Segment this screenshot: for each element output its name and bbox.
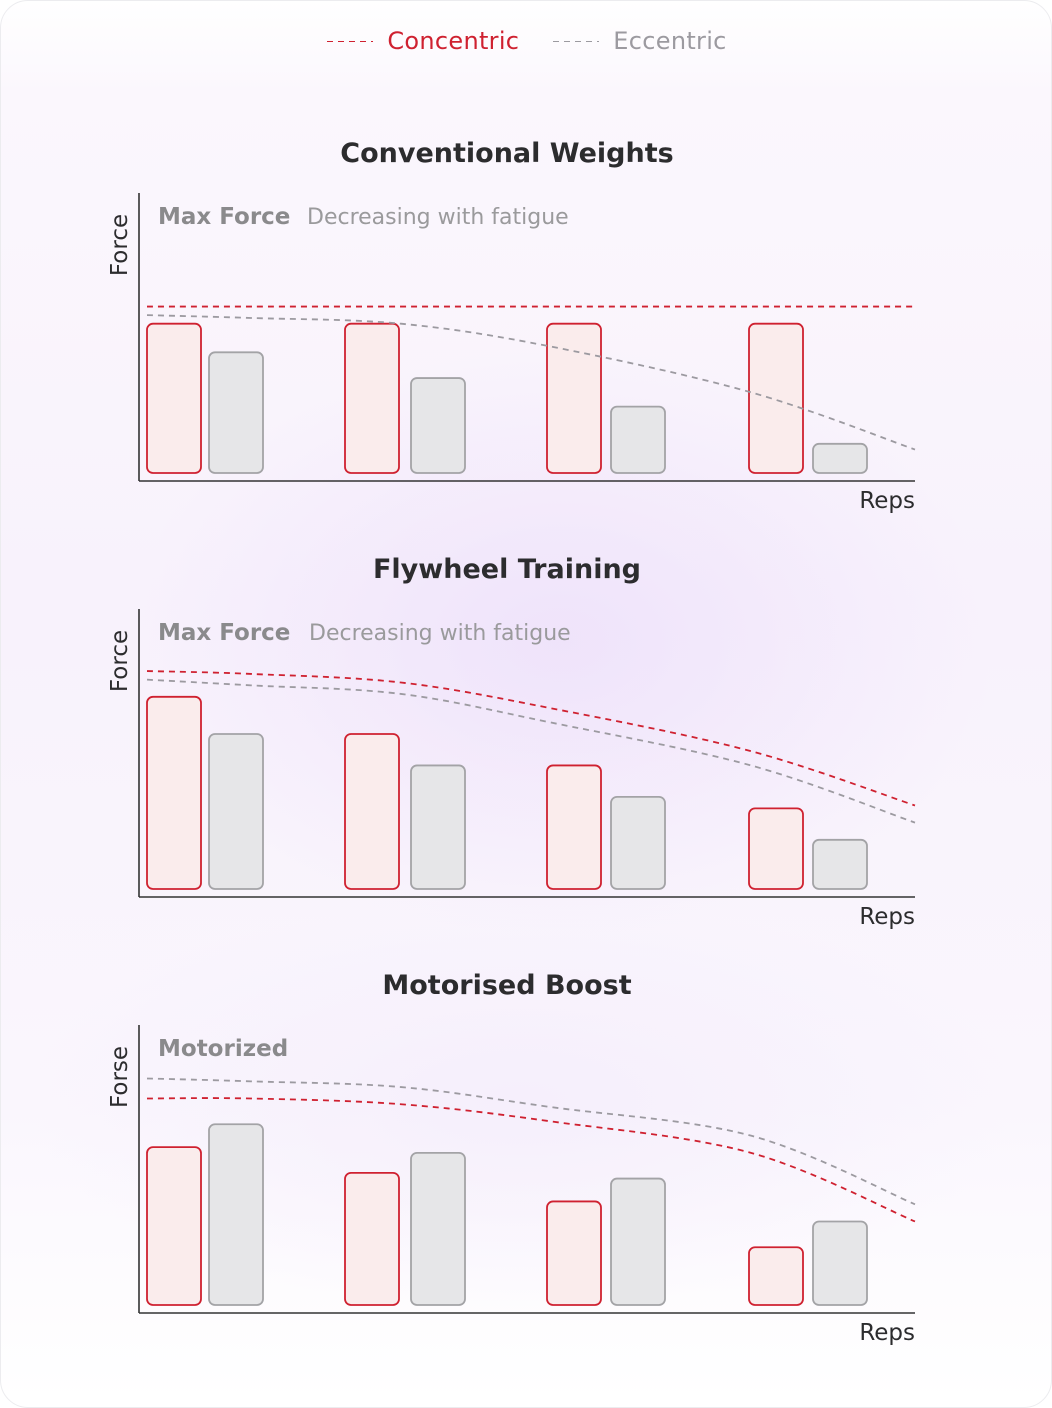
trend-line-eccentric xyxy=(146,1077,916,1206)
annotation-bold: Max Force xyxy=(158,204,290,230)
trend-line-eccentric xyxy=(146,314,916,451)
bar-concentric-rep-3 xyxy=(546,1200,602,1306)
trend-line-concentric xyxy=(146,1097,916,1223)
x-axis-label: Reps xyxy=(859,1320,915,1346)
bar-concentric-rep-1 xyxy=(146,695,202,890)
chart-title: Flywheel Training xyxy=(373,554,641,585)
bar-concentric-rep-3 xyxy=(546,764,602,890)
bar-eccentric-rep-4 xyxy=(812,838,868,890)
bar-eccentric-rep-2 xyxy=(410,377,466,474)
legend-label-concentric: Concentric xyxy=(387,27,520,55)
bar-eccentric-rep-2 xyxy=(410,764,466,890)
bar-eccentric-rep-1 xyxy=(208,351,264,474)
bar-concentric-rep-2 xyxy=(344,1171,400,1306)
chart-title: Motorised Boost xyxy=(382,970,631,1001)
bar-concentric-rep-2 xyxy=(344,322,400,474)
chart-panel-3: Motorised Boost Forse Reps Motorized xyxy=(107,970,916,1346)
bar-concentric-rep-4 xyxy=(748,322,804,474)
bar-eccentric-rep-1 xyxy=(208,733,264,890)
chart-panel-1: Conventional Weights Force Reps Max Force De… xyxy=(107,138,916,514)
bar-eccentric-rep-4 xyxy=(812,1220,868,1306)
chart-panel-2: Flywheel Training Force Reps Max Force Decre… xyxy=(107,554,916,930)
chart-title: Conventional Weights xyxy=(340,138,673,169)
bar-eccentric-rep-4 xyxy=(812,442,868,474)
bar-eccentric-rep-1 xyxy=(208,1123,264,1306)
annotation-bold: Max Force xyxy=(158,620,290,646)
bar-eccentric-rep-3 xyxy=(610,405,666,474)
bar-eccentric-rep-2 xyxy=(410,1151,466,1306)
y-axis-label: Force xyxy=(107,630,133,692)
annotation-light: Decreasing with fatigue xyxy=(309,621,571,646)
bar-concentric-rep-3 xyxy=(546,322,602,474)
bar-concentric-rep-4 xyxy=(748,1246,804,1306)
legend-label-eccentric: Eccentric xyxy=(613,27,727,55)
y-axis-label: Forse xyxy=(107,1046,133,1108)
trend-line-eccentric xyxy=(146,678,916,824)
bar-concentric-rep-2 xyxy=(344,733,400,890)
annotation-bold: Motorized xyxy=(158,1036,288,1062)
annotation-light: Decreasing with fatigue xyxy=(307,205,569,230)
trend-line-concentric xyxy=(146,670,916,807)
legend-item-eccentric: Eccentric xyxy=(553,27,726,55)
x-axis-label: Reps xyxy=(859,488,915,514)
bar-concentric-rep-4 xyxy=(748,807,804,890)
bar-concentric-rep-1 xyxy=(146,322,202,474)
y-axis-label: Force xyxy=(107,214,133,276)
x-axis-label: Reps xyxy=(859,904,915,930)
bar-concentric-rep-1 xyxy=(146,1146,202,1306)
bar-eccentric-rep-3 xyxy=(610,1177,666,1306)
legend: Concentric Eccentric xyxy=(1,23,1051,59)
bar-eccentric-rep-3 xyxy=(610,796,666,890)
legend-item-concentric: Concentric xyxy=(327,27,519,55)
